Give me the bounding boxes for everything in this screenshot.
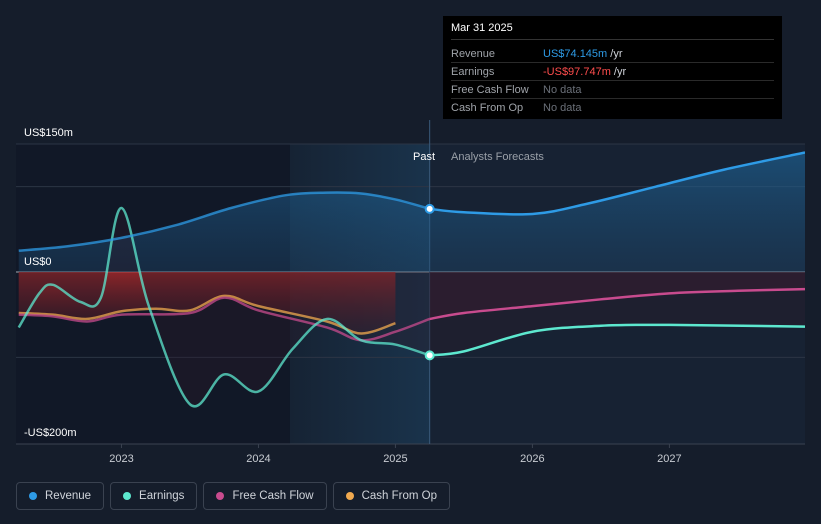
forecast-label: Analysts Forecasts — [451, 151, 544, 163]
revenue-area — [18, 152, 805, 272]
earnings-dot-icon — [123, 492, 132, 500]
y-axis-labels: US$150m US$0 -US$200m — [24, 127, 77, 439]
y-tick-label: US$0 — [24, 256, 52, 268]
earnings-past-line — [17, 206, 431, 408]
tooltip-panel: Mar 31 2025 Revenue US$74.145m /yr Earni… — [443, 16, 782, 119]
tooltip-label: Earnings — [451, 65, 495, 78]
earnings-area — [18, 207, 805, 407]
past-label: Past — [413, 151, 435, 163]
revenue-dot-icon — [29, 492, 37, 500]
legend-label: Cash From Op — [361, 490, 438, 502]
tooltip-unit: /yr — [607, 47, 623, 60]
chart: US$150m US$0 -US$200m 2023 2024 2025 2026 2027… — [16, 120, 805, 465]
cash-from-op-past-line — [18, 294, 396, 335]
x-tick-label: 2026 — [520, 453, 544, 465]
tooltip-label: Free Cash Flow — [451, 83, 529, 96]
area-fills — [18, 152, 805, 407]
tooltip-unit: /yr — [610, 65, 627, 78]
x-tick-label: 2024 — [246, 453, 270, 465]
x-axis-labels: 2023 2024 2025 2026 2027 — [109, 444, 682, 465]
x-tick-label: 2027 — [657, 453, 681, 465]
x-tick-label: 2025 — [383, 453, 407, 465]
free-cash-flow-forecast-line — [429, 287, 805, 321]
cash-from-op-dot-icon — [345, 492, 354, 500]
legend: Revenue Earnings Free Cash Flow Cash Fro… — [16, 482, 451, 510]
legend-item-cash-from-op[interactable]: Cash From Op — [332, 482, 451, 510]
tooltip-date: Mar 31 2025 — [451, 22, 774, 40]
tooltip-row-revenue: Revenue US$74.145m /yr — [451, 45, 774, 63]
earnings-forecast-line — [429, 323, 805, 357]
revenue-past-line — [18, 191, 431, 252]
legend-item-earnings[interactable]: Earnings — [110, 482, 198, 510]
free-cash-flow-dot-icon — [216, 492, 225, 500]
tooltip-row-cfo: Cash From Op No data — [451, 99, 774, 116]
tooltip-label: Cash From Op — [451, 101, 524, 114]
tooltip-value: -US$97.747m — [543, 65, 611, 78]
revenue-forecast-line — [429, 151, 805, 216]
legend-label: Free Cash Flow — [232, 490, 314, 502]
free-cash-flow-past-line — [18, 296, 431, 342]
revenue-marker — [424, 203, 435, 214]
tooltip-row-fcf: Free Cash Flow No data — [451, 81, 774, 99]
cash-from-op-area — [18, 272, 396, 334]
free-cash-flow-area — [429, 272, 805, 319]
tooltip-value: No data — [543, 83, 582, 96]
legend-label: Revenue — [45, 490, 92, 502]
y-tick-label: US$150m — [24, 127, 73, 139]
legend-item-free-cash-flow[interactable]: Free Cash Flow — [203, 482, 327, 510]
x-tick-label: 2023 — [109, 453, 133, 465]
earnings-marker — [424, 350, 435, 361]
series-markers — [424, 203, 435, 361]
tooltip-value: No data — [543, 101, 582, 114]
tooltip-row-earnings: Earnings -US$97.747m /yr — [451, 63, 774, 81]
series-lines — [17, 151, 805, 408]
legend-label: Earnings — [139, 490, 185, 502]
tooltip-value: US$74.145m — [543, 47, 608, 60]
tooltip-label: Revenue — [451, 47, 496, 60]
y-tick-label: -US$200m — [24, 427, 77, 439]
legend-item-revenue[interactable]: Revenue — [16, 482, 105, 510]
